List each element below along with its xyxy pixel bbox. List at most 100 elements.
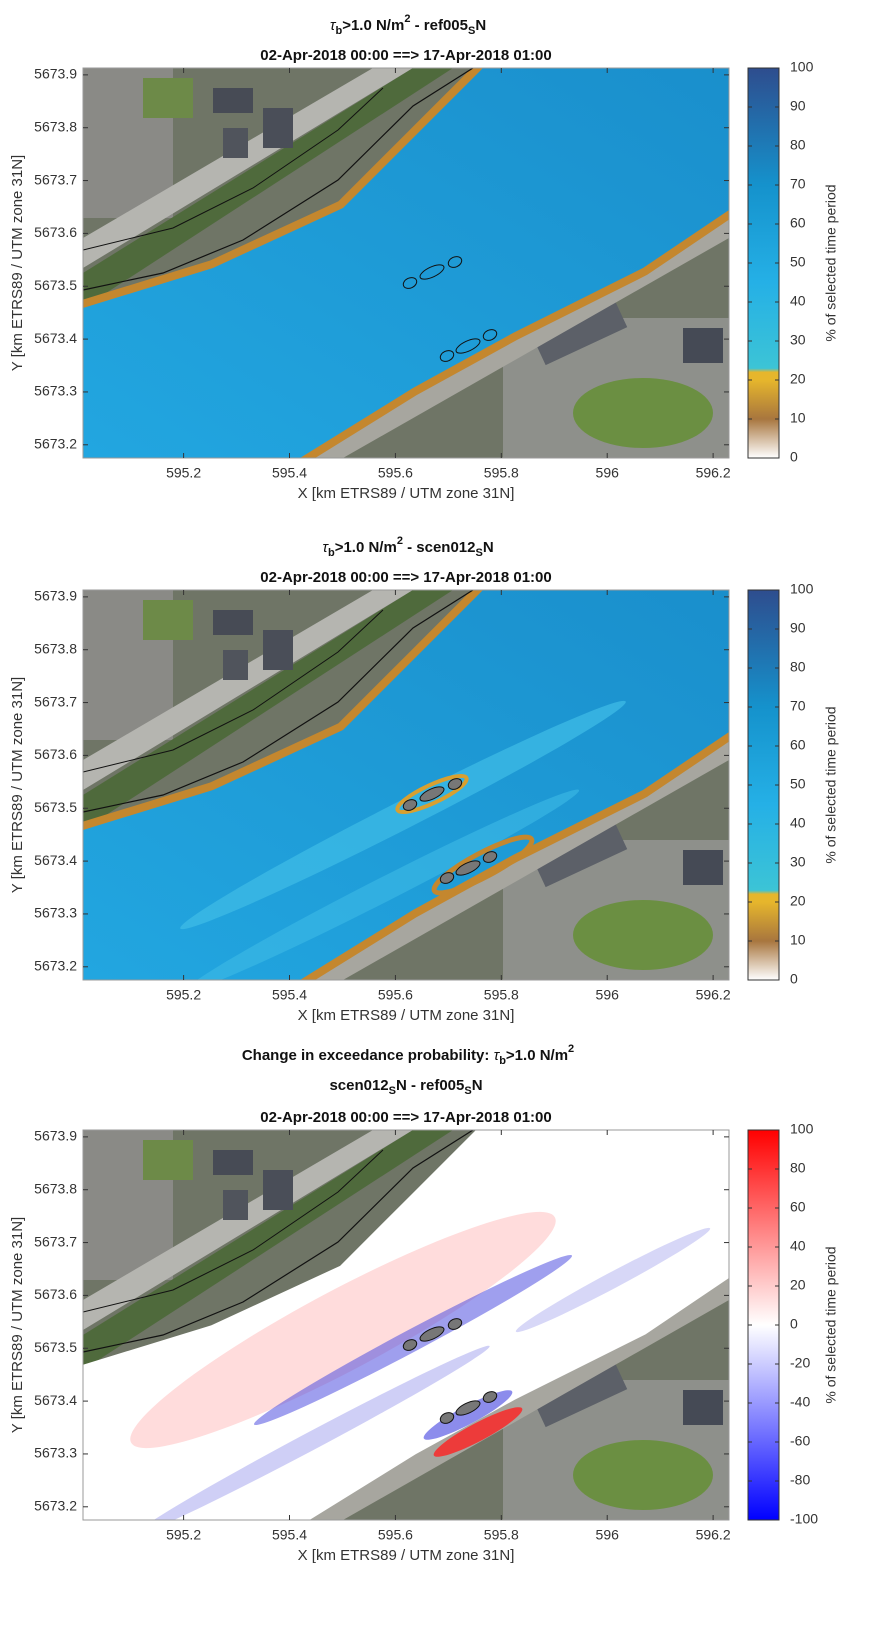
colorbar-tick-label: -80 xyxy=(790,1472,810,1488)
x-tick-label: 595.6 xyxy=(378,987,413,1003)
colorbar-tick-label: 20 xyxy=(790,893,806,909)
colorbar-tick-label: 20 xyxy=(790,371,806,387)
panel-title: τb>1.0 N/m2 - scen012SN xyxy=(322,535,493,559)
y-tick-label: 5673.4 xyxy=(34,330,77,346)
colorbar-tick-label: 50 xyxy=(790,254,806,270)
x-axis-label: X [km ETRS89 / UTM zone 31N] xyxy=(298,1007,515,1024)
y-tick-label: 5673.7 xyxy=(34,693,77,709)
title-part: - scen012 xyxy=(403,539,476,556)
title-part: 2 xyxy=(568,1043,574,1055)
y-tick-label: 5673.3 xyxy=(34,1445,77,1461)
colorbar-label: % of selected time period xyxy=(823,706,839,863)
map xyxy=(83,68,733,458)
colorbar-tick-label: 100 xyxy=(790,581,814,597)
colorbar-tick-label: 60 xyxy=(790,215,806,231)
title-part: scen012 xyxy=(329,1077,388,1094)
colorbar-tick-label: 40 xyxy=(790,1238,806,1254)
colorbar-tick-label: 30 xyxy=(790,332,806,348)
y-tick-label: 5673.2 xyxy=(34,957,77,973)
y-tick-label: 5673.2 xyxy=(34,435,77,451)
title-part: S xyxy=(475,547,482,559)
panel-subtitle: 02-Apr-2018 00:00 ==> 17-Apr-2018 01:00 xyxy=(260,1109,551,1126)
x-axis-label: X [km ETRS89 / UTM zone 31N] xyxy=(298,485,515,502)
colorbar-tick-label: 70 xyxy=(790,176,806,192)
colorbar-tick-label: -40 xyxy=(790,1394,810,1410)
x-tick-label: 595.8 xyxy=(484,465,519,481)
x-tick-label: 595.2 xyxy=(166,1527,201,1543)
figure: τb>1.0 N/m2 - ref005SN 02-Apr-2018 00:00… xyxy=(0,0,881,1642)
y-tick-label: 5673.6 xyxy=(34,1286,77,1302)
panel-subtitle: 02-Apr-2018 00:00 ==> 17-Apr-2018 01:00 xyxy=(260,47,551,64)
x-tick-label: 596.2 xyxy=(696,465,731,481)
colorbar xyxy=(748,68,779,458)
y-tick-label: 5673.6 xyxy=(34,224,77,240)
y-tick-label: 5673.8 xyxy=(34,118,77,134)
colorbar-tick-label: 10 xyxy=(790,932,806,948)
y-tick-label: 5673.9 xyxy=(34,66,77,82)
x-tick-label: 595.6 xyxy=(378,465,413,481)
colorbar-tick-label: 20 xyxy=(790,1277,806,1293)
title-part: - ref005 xyxy=(410,17,468,34)
y-tick-label: 5673.4 xyxy=(34,852,77,868)
title-part: N xyxy=(472,1077,483,1094)
x-tick-label: 595.4 xyxy=(272,1527,307,1543)
y-tick-label: 5673.8 xyxy=(34,640,77,656)
colorbar-tick-label: 90 xyxy=(790,98,806,114)
y-tick-label: 5673.9 xyxy=(34,1128,77,1144)
x-tick-label: 596 xyxy=(596,465,620,481)
y-axis-label: Y [km ETRS89 / UTM zone 31N] xyxy=(9,155,26,371)
colorbar-label: % of selected time period xyxy=(823,1246,839,1403)
colorbar-tick-label: 80 xyxy=(790,137,806,153)
y-tick-label: 5673.9 xyxy=(34,588,77,604)
colorbar-tick-label: 90 xyxy=(790,620,806,636)
colorbar-tick-label: 80 xyxy=(790,1160,806,1176)
y-tick-label: 5673.5 xyxy=(34,277,77,293)
colorbar-tick-label: -60 xyxy=(790,1433,810,1449)
colorbar-tick-label: -20 xyxy=(790,1355,810,1371)
colorbar-tick-label: 70 xyxy=(790,698,806,714)
y-tick-label: 5673.5 xyxy=(34,799,77,815)
map xyxy=(83,590,733,1001)
panel-title-2: scen012SN - ref005SN xyxy=(329,1077,482,1097)
y-tick-label: 5673.3 xyxy=(34,383,77,399)
map xyxy=(83,1130,733,1542)
colorbar-tick-label: 60 xyxy=(790,1199,806,1215)
colorbar-tick-label: 60 xyxy=(790,737,806,753)
colorbar-label: % of selected time period xyxy=(823,184,839,341)
colorbar-tick-label: 100 xyxy=(790,1121,814,1137)
colorbar-tick-label: 40 xyxy=(790,293,806,309)
y-tick-label: 5673.3 xyxy=(34,905,77,921)
y-tick-label: 5673.6 xyxy=(34,746,77,762)
colorbar-tick-label: 0 xyxy=(790,971,798,987)
colorbar xyxy=(748,1130,779,1520)
panel-title: Change in exceedance probability: τb>1.0… xyxy=(242,1043,574,1067)
colorbar-tick-label: -100 xyxy=(790,1511,818,1527)
y-axis-label: Y [km ETRS89 / UTM zone 31N] xyxy=(9,1217,26,1433)
x-tick-label: 595.4 xyxy=(272,465,307,481)
title-part: S xyxy=(389,1085,396,1097)
y-tick-label: 5673.7 xyxy=(34,1233,77,1249)
x-tick-label: 596.2 xyxy=(696,1527,731,1543)
x-tick-label: 595.2 xyxy=(166,465,201,481)
panel-title: τb>1.0 N/m2 - ref005SN xyxy=(330,13,486,37)
x-tick-label: 595.8 xyxy=(484,987,519,1003)
y-axis-label: Y [km ETRS89 / UTM zone 31N] xyxy=(9,677,26,893)
title-part: S xyxy=(468,25,475,37)
colorbar-tick-label: 100 xyxy=(790,59,814,75)
x-tick-label: 595.8 xyxy=(484,1527,519,1543)
colorbar-tick-label: 50 xyxy=(790,776,806,792)
y-tick-label: 5673.5 xyxy=(34,1339,77,1355)
page: τb>1.0 N/m2 - ref005SN 02-Apr-2018 00:00… xyxy=(0,0,881,1642)
y-tick-label: 5673.2 xyxy=(34,1497,77,1513)
colorbar-tick-label: 80 xyxy=(790,659,806,675)
y-tick-label: 5673.4 xyxy=(34,1392,77,1408)
y-tick-label: 5673.8 xyxy=(34,1180,77,1196)
title-part: N xyxy=(483,539,494,556)
x-tick-label: 595.4 xyxy=(272,987,307,1003)
colorbar xyxy=(748,590,779,980)
colorbar-tick-label: 0 xyxy=(790,449,798,465)
x-tick-label: 596 xyxy=(596,987,620,1003)
title-part: S xyxy=(464,1085,471,1097)
title-part: >1.0 N/m xyxy=(342,17,404,34)
colorbar-tick-label: 40 xyxy=(790,815,806,831)
